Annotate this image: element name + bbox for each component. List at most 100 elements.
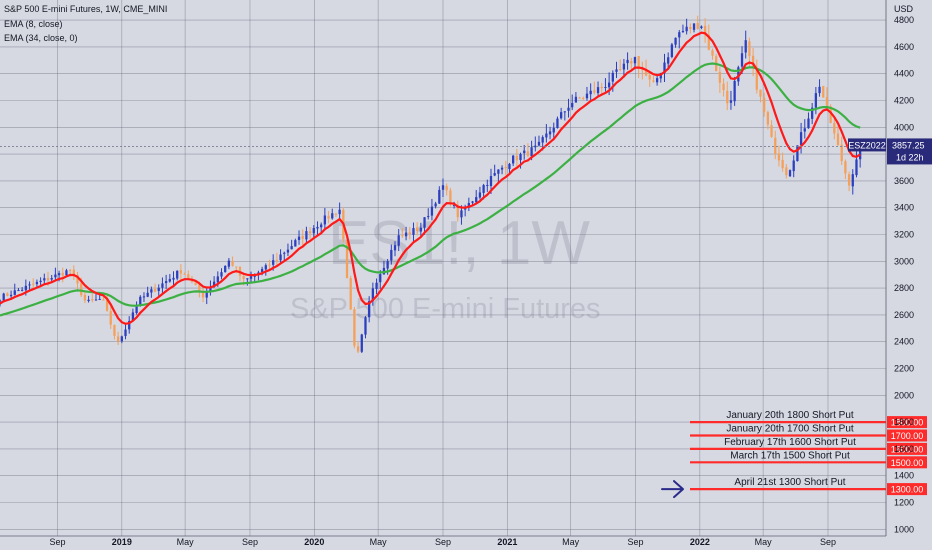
candle-body xyxy=(275,259,279,261)
put-level-tag xyxy=(887,429,927,442)
candle-body xyxy=(685,26,688,32)
candle-body xyxy=(72,269,75,276)
candle-body xyxy=(755,67,758,90)
time-tick-label: May xyxy=(562,537,580,547)
candle-body xyxy=(283,252,286,254)
price-tick-label: 3600 xyxy=(894,176,914,186)
price-tick-label: 1800 xyxy=(894,417,914,427)
time-tick-label: Sep xyxy=(435,537,451,547)
candles xyxy=(0,15,862,354)
candle-body xyxy=(427,216,430,218)
candle-body xyxy=(183,273,186,275)
candle-body xyxy=(157,287,160,291)
price-tick-label: 4000 xyxy=(894,122,914,132)
candle-body xyxy=(644,69,648,76)
candle-body xyxy=(423,217,426,228)
price-tick-label: 1200 xyxy=(894,498,914,508)
candle-body xyxy=(50,278,53,280)
put-level-label: January 20th 1800 Short Put xyxy=(726,410,854,421)
price-tick-label: 4200 xyxy=(894,96,914,106)
candle-body xyxy=(13,290,16,295)
indicator-ema8-label[interactable]: EMA (8, close) xyxy=(4,19,63,29)
candle-body xyxy=(264,265,267,270)
candle-body xyxy=(364,317,367,335)
candle-body xyxy=(519,154,522,161)
candle-body xyxy=(338,209,341,215)
candle-body xyxy=(537,141,541,146)
candle-body xyxy=(368,301,371,318)
candle-body xyxy=(593,90,596,93)
candle-body xyxy=(471,201,474,203)
candle-body xyxy=(6,293,9,296)
candle-body xyxy=(633,57,637,64)
time-tick-label: Sep xyxy=(242,537,258,547)
candle-body xyxy=(785,167,788,176)
candle-body xyxy=(224,266,227,273)
candle-body xyxy=(523,150,526,154)
price-tick-label: 1000 xyxy=(894,524,914,534)
candle-body xyxy=(209,287,212,291)
candle-body xyxy=(2,293,5,301)
candle-body xyxy=(814,93,818,108)
candle-body xyxy=(696,23,699,30)
candle-body xyxy=(249,276,253,279)
candle-body xyxy=(607,82,611,88)
candle-body xyxy=(113,325,116,336)
candle-body xyxy=(268,264,271,266)
put-level-tag-label: 1800.00 xyxy=(891,418,924,428)
candle-body xyxy=(416,227,419,231)
candle-body xyxy=(297,236,301,241)
candle-body xyxy=(80,283,83,296)
symbol-tag-label: ESZ2022 xyxy=(848,140,886,150)
candle-body xyxy=(98,299,101,301)
candle-body xyxy=(774,137,777,155)
candle-body xyxy=(582,97,585,99)
price-tick-label: 2400 xyxy=(894,337,914,347)
candle-body xyxy=(408,232,411,235)
candle-body xyxy=(707,34,710,50)
indicator-ema34-label[interactable]: EMA (34, close, 0) xyxy=(4,33,78,43)
candle-body xyxy=(323,215,327,225)
candle-body xyxy=(840,144,843,161)
candle-body xyxy=(600,86,603,89)
watermark-symbol: ES1!, 1W xyxy=(328,209,590,278)
candle-body xyxy=(571,102,574,108)
candle-body xyxy=(393,245,397,251)
candle-body xyxy=(559,112,563,119)
candle-body xyxy=(622,63,626,70)
candle-body xyxy=(187,274,190,280)
candle-body xyxy=(744,40,747,53)
candle-body xyxy=(331,213,334,219)
candle-body xyxy=(504,167,507,169)
candle-body xyxy=(434,203,437,207)
candle-body xyxy=(17,290,20,292)
candle-body xyxy=(116,336,120,342)
candle-body xyxy=(836,133,840,146)
price-tick-label: 1400 xyxy=(894,471,914,481)
candle-body xyxy=(109,311,112,325)
candle-body xyxy=(818,86,821,94)
time-tick-label: Sep xyxy=(49,537,65,547)
candle-body xyxy=(312,228,315,234)
candle-body xyxy=(65,270,68,276)
candle-body xyxy=(356,346,360,352)
candle-body xyxy=(740,53,744,67)
candle-body xyxy=(94,299,98,301)
candle-body xyxy=(781,159,784,169)
candle-body xyxy=(596,87,600,94)
candle-body xyxy=(201,291,205,298)
put-level-tag xyxy=(887,483,927,496)
candle-body xyxy=(530,147,533,157)
candle-body xyxy=(655,78,659,83)
candle-body xyxy=(578,97,581,99)
candle-body xyxy=(242,276,245,280)
put-level-label: February 17th 1600 Short Put xyxy=(724,437,856,448)
candle-body xyxy=(770,125,773,137)
candle-body xyxy=(486,185,489,187)
candle-body xyxy=(327,215,330,219)
candle-body xyxy=(146,292,149,297)
candle-body xyxy=(700,26,703,28)
candle-body xyxy=(667,57,670,64)
